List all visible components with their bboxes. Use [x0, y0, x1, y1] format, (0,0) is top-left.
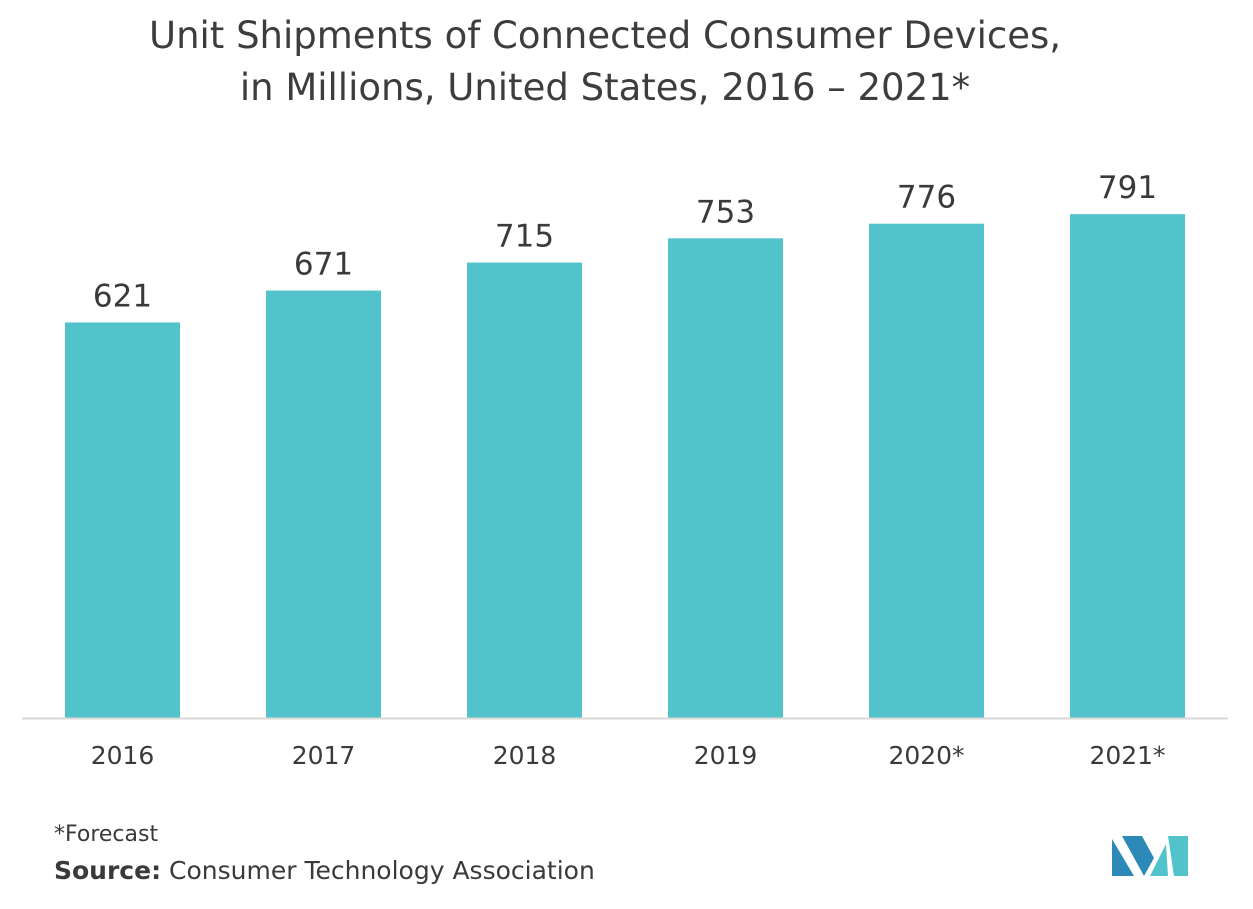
chart-title: Unit Shipments of Connected Consumer Dev… [0, 10, 1210, 114]
value-label-2017: 671 [294, 247, 353, 283]
chart-title-line-1: Unit Shipments of Connected Consumer Dev… [148, 14, 1061, 57]
value-label-2020-forecast: 776 [897, 180, 956, 216]
bar-2019 [668, 238, 783, 719]
forecast-footnote: *Forecast [54, 822, 159, 847]
x-tick-label-2021-forecast: 2021* [1089, 741, 1165, 770]
chart-title-line-2: in Millions, United States, 2016 – 2021* [239, 66, 971, 109]
x-tick-label-2017: 2017 [292, 741, 356, 770]
mordor-intelligence-logo-icon [1112, 836, 1188, 876]
value-label-2016: 621 [93, 278, 152, 314]
value-label-2019: 753 [696, 194, 755, 230]
bar-2020-forecast [869, 223, 984, 719]
x-tick-label-2018: 2018 [493, 741, 557, 770]
x-tick-label-2019: 2019 [694, 741, 758, 770]
x-tick-labels-group: 2016 2017 2018 2019 2020* 2021* [91, 741, 1166, 770]
value-label-2018: 715 [495, 219, 554, 255]
bars-group [65, 214, 1185, 719]
bar-2016 [65, 322, 180, 718]
x-tick-label-2020-forecast: 2020* [888, 741, 964, 770]
bar-2017 [266, 290, 381, 718]
source-text: Consumer Technology Association [169, 856, 595, 885]
value-label-2021-forecast: 791 [1098, 170, 1157, 206]
value-labels-group: 621 671 715 753 776 791 [93, 170, 1157, 314]
bar-2018 [467, 262, 582, 718]
bar-2021-forecast [1070, 214, 1185, 718]
x-tick-label-2016: 2016 [91, 741, 155, 770]
source-label: Source: [54, 856, 162, 885]
source-note: Source: Consumer Technology Association [54, 856, 595, 885]
